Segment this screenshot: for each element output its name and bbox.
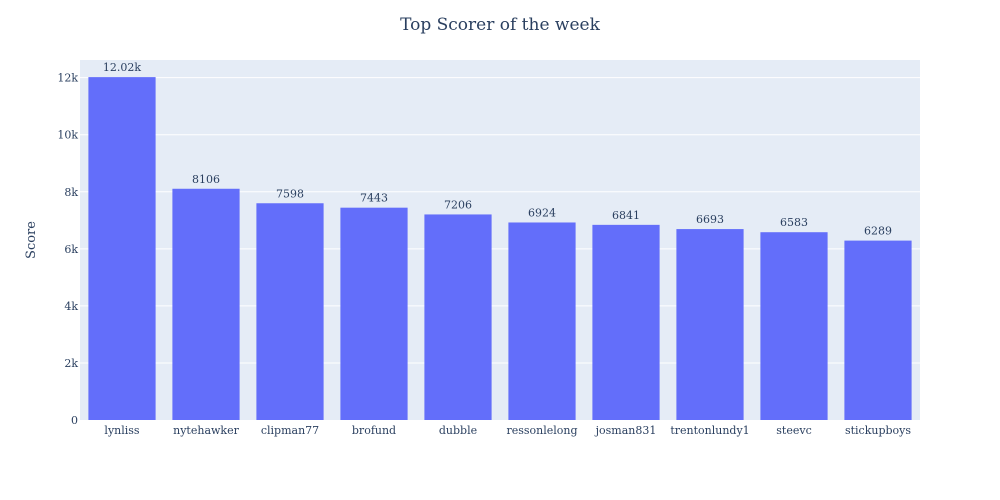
bar-brofund [340, 207, 408, 420]
bar-value-label: 7206 [444, 198, 472, 211]
bar-trentonlundy1 [676, 229, 744, 420]
x-tick-label: brofund [352, 424, 396, 437]
x-tick-label: dubble [439, 424, 477, 437]
bar-value-label: 7598 [276, 187, 304, 200]
bars [88, 77, 912, 420]
x-tick-label: steevc [776, 424, 811, 437]
chart-title: Top Scorer of the week [400, 15, 601, 35]
x-tick-label: lynliss [104, 424, 139, 437]
bar-ressonlelong [508, 222, 576, 420]
y-tick-label: 8k [64, 186, 78, 199]
bar-josman831 [592, 224, 660, 420]
bar-value-label: 6841 [612, 209, 640, 222]
bar-value-label: 6693 [696, 213, 724, 226]
bar-steevc [760, 232, 828, 420]
bar-nytehawker [172, 188, 240, 420]
x-tick-label: stickupboys [845, 424, 911, 437]
x-axis-ticks: lynliss nytehawker clipman77 brofund dubble r… [104, 424, 911, 437]
y-tick-label: 2k [64, 357, 78, 370]
bar-value-label: 6289 [864, 225, 892, 238]
bar-value-labels: 12.02k 8106 7598 7443 7206 6924 6841 6693 6583 62… [103, 61, 892, 237]
x-tick-label: nytehawker [173, 424, 239, 437]
bar-value-label: 6583 [780, 216, 808, 229]
y-tick-label: 0 [71, 414, 78, 427]
y-tick-label: 10k [57, 129, 78, 142]
x-tick-label: ressonlelong [506, 424, 577, 437]
bar-value-label: 12.02k [103, 61, 141, 74]
y-axis-title: Score [24, 221, 39, 259]
x-tick-label: josman831 [594, 424, 657, 437]
x-tick-label: trentonlundy1 [670, 424, 749, 437]
bar-value-label: 6924 [528, 206, 556, 219]
bar-clipman77 [256, 203, 324, 420]
bar-dubble [424, 214, 492, 420]
bar-value-label: 8106 [192, 173, 220, 186]
y-tick-label: 6k [64, 243, 78, 256]
x-tick-label: clipman77 [261, 424, 319, 437]
bar-lynliss [88, 77, 156, 420]
y-axis-ticks: 0 2k 4k 6k 8k 10k 12k [57, 72, 78, 427]
bar-stickupboys [844, 240, 912, 420]
y-tick-label: 12k [57, 72, 78, 85]
y-tick-label: 4k [64, 300, 78, 313]
bar-value-label: 7443 [360, 192, 388, 205]
